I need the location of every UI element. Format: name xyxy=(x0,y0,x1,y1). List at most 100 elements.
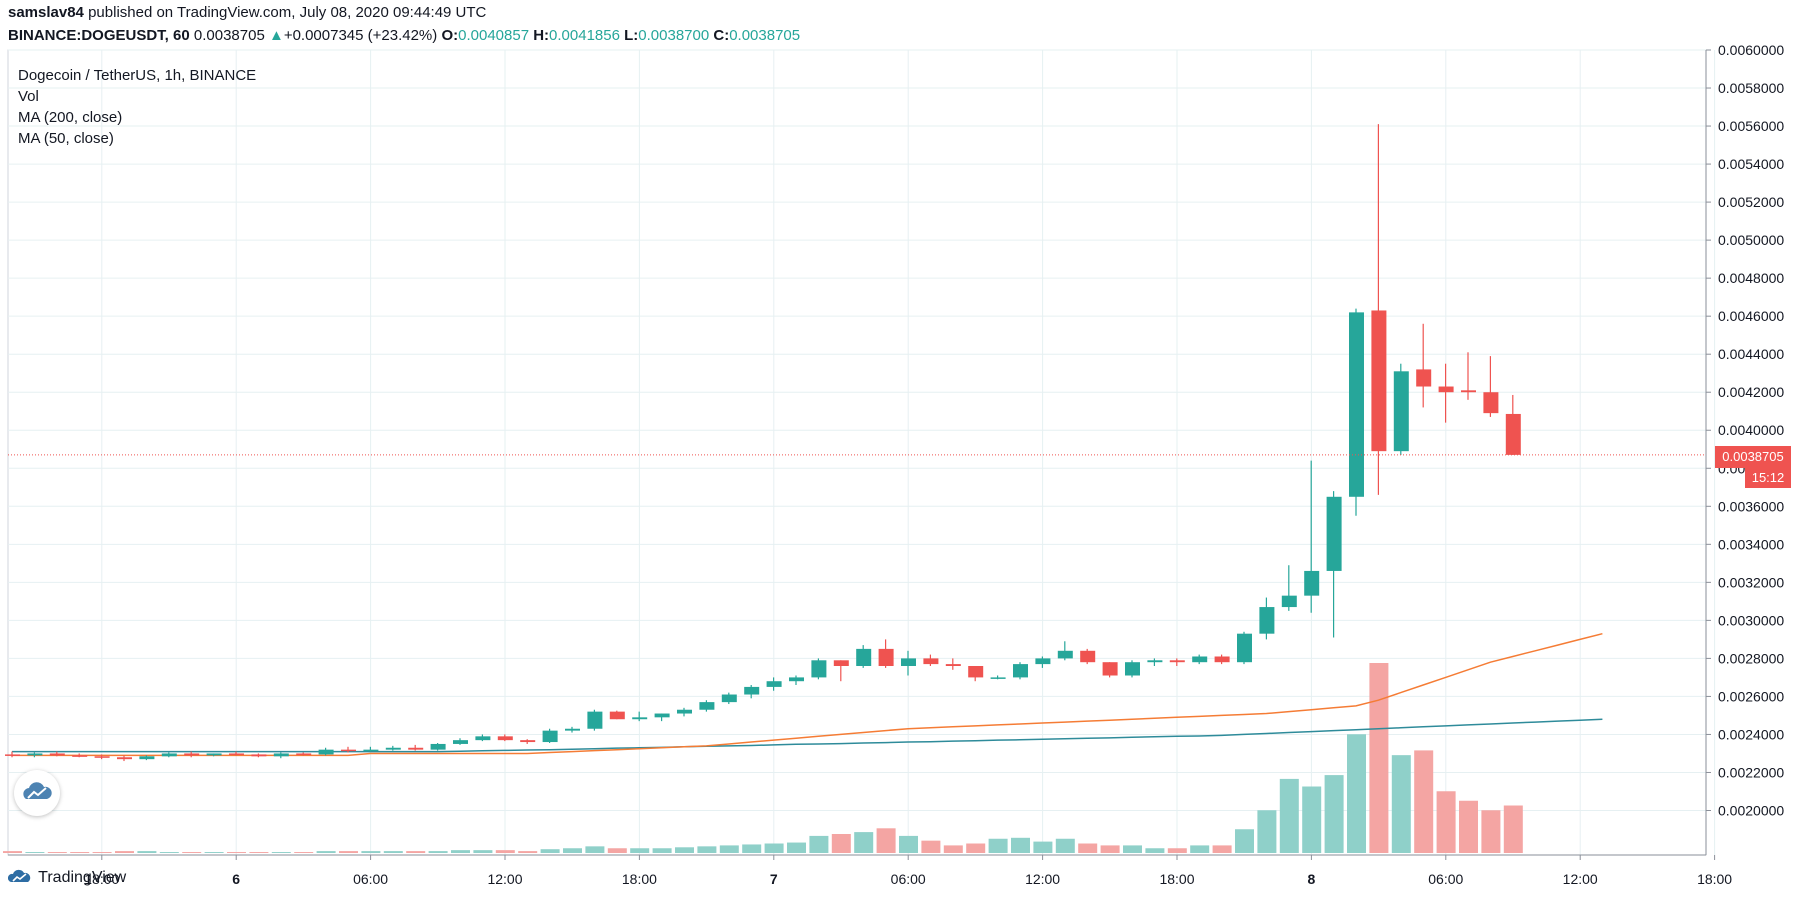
candle-body xyxy=(1057,650,1073,659)
legend-vol[interactable]: Vol xyxy=(18,88,39,105)
candle-body xyxy=(1461,390,1476,393)
x-tick-label: 18:00 xyxy=(1159,871,1194,887)
candle-body xyxy=(430,743,446,750)
volume-bar xyxy=(854,832,874,853)
candle-body xyxy=(1416,369,1432,387)
volume-bar xyxy=(428,851,448,853)
y-tick-label: 0.0044000 xyxy=(1718,346,1784,362)
footer-brand-label: TradingView xyxy=(38,869,127,886)
candle-body xyxy=(385,747,401,750)
candle-body xyxy=(923,658,939,665)
candle-body xyxy=(497,736,513,741)
candle-body xyxy=(94,756,110,758)
volume-bar xyxy=(406,851,426,853)
candle-body xyxy=(1259,607,1275,634)
y-tick-label: 0.0028000 xyxy=(1718,650,1784,666)
volume-bar xyxy=(361,851,381,853)
volume-bar xyxy=(294,852,314,853)
footer-brand[interactable]: TradingView xyxy=(7,868,127,887)
candle-body xyxy=(1505,413,1521,455)
volume-bar xyxy=(271,852,291,853)
volume-bar xyxy=(1167,848,1187,853)
x-tick-label: 06:00 xyxy=(891,871,926,887)
volume-bar xyxy=(182,852,202,853)
tradingview-logo-icon xyxy=(7,869,31,882)
candle-body xyxy=(49,753,65,756)
symbol-line: BINANCE:DOGEUSDT, 60 0.0038705 ▲+0.00073… xyxy=(8,27,800,44)
candle-body xyxy=(766,681,782,687)
volume-bar xyxy=(451,850,470,853)
volume-bar xyxy=(1033,841,1053,853)
volume-bar xyxy=(47,852,67,853)
close-value: 0.0038705 xyxy=(729,27,801,44)
legend-ma50[interactable]: MA (50, close) xyxy=(18,130,114,147)
volume-bar xyxy=(742,844,762,853)
volume-bar xyxy=(988,838,1008,853)
chart-grid xyxy=(7,49,1716,856)
candle-body xyxy=(206,753,222,756)
candle-body xyxy=(229,753,244,755)
candle-body xyxy=(654,713,670,718)
open-label: O: xyxy=(441,27,459,44)
candle-body xyxy=(968,666,984,678)
volume-bar xyxy=(1055,838,1075,853)
author-name[interactable]: samslav84 xyxy=(8,4,84,21)
candle-body xyxy=(856,648,872,666)
volume-bar xyxy=(719,845,739,853)
low-value: 0.0038700 xyxy=(638,27,710,44)
volume-bar xyxy=(1503,805,1523,853)
candle-body xyxy=(632,717,648,720)
candle-body xyxy=(251,754,267,757)
x-tick-label: 18:00 xyxy=(84,871,119,887)
y-tick-label: 0.0036000 xyxy=(1718,498,1784,514)
volume-bar xyxy=(518,851,538,853)
x-tick-label: 12:00 xyxy=(1025,871,1060,887)
ma200-line xyxy=(12,718,1603,753)
volume-bar xyxy=(249,852,269,853)
candle-body xyxy=(1393,371,1409,452)
legend-ma200[interactable]: MA (200, close) xyxy=(18,109,123,126)
candle-body xyxy=(587,711,603,729)
high-value: 0.0041856 xyxy=(549,27,620,44)
volume-bar xyxy=(1257,810,1277,853)
candle-body xyxy=(341,749,356,752)
volume-bar xyxy=(1414,750,1434,853)
volume-bar xyxy=(1391,755,1411,853)
y-tick-label: 0.0046000 xyxy=(1718,308,1784,324)
volume-bars xyxy=(3,663,1523,853)
volume-bar xyxy=(1347,734,1366,853)
candle-body xyxy=(5,754,20,756)
last-price-tag: 0.0038705 xyxy=(1715,446,1791,468)
y-tick-label: 0.0034000 xyxy=(1718,536,1784,552)
volume-bar xyxy=(1481,810,1501,853)
volume-bar xyxy=(1459,800,1478,853)
published-text: published on TradingView.com, July 08, 2… xyxy=(88,4,487,21)
candle-body xyxy=(1326,496,1342,571)
volume-bar xyxy=(159,852,179,853)
y-tick-label: 0.0060000 xyxy=(1718,42,1784,58)
volume-bar xyxy=(585,846,605,853)
close-label: C: xyxy=(713,27,730,44)
volume-bar xyxy=(675,847,694,853)
legend-title[interactable]: Dogecoin / TetherUS, 1h, BINANCE xyxy=(18,67,257,84)
candle-body xyxy=(990,677,1006,679)
volume-bar xyxy=(1369,663,1389,853)
candle-body xyxy=(1035,658,1051,665)
candle-body xyxy=(1438,386,1454,393)
candle-body xyxy=(161,753,177,757)
y-tick-label: 0.0026000 xyxy=(1718,688,1784,704)
volume-bar xyxy=(204,852,224,853)
tradingview-badge[interactable] xyxy=(14,770,60,816)
x-tick-label: 12:00 xyxy=(487,871,522,887)
candle-body xyxy=(811,660,827,678)
candle-body xyxy=(878,648,894,666)
candle-body xyxy=(1349,312,1364,497)
x-tick-label: 18:00 xyxy=(1697,871,1732,887)
y-tick-label: 0.0048000 xyxy=(1718,270,1784,286)
volume-bar xyxy=(3,851,22,853)
volume-bar xyxy=(227,852,246,853)
volume-bar xyxy=(607,848,627,853)
volume-bar xyxy=(1190,845,1210,853)
x-tick-label: 18:00 xyxy=(622,871,657,887)
